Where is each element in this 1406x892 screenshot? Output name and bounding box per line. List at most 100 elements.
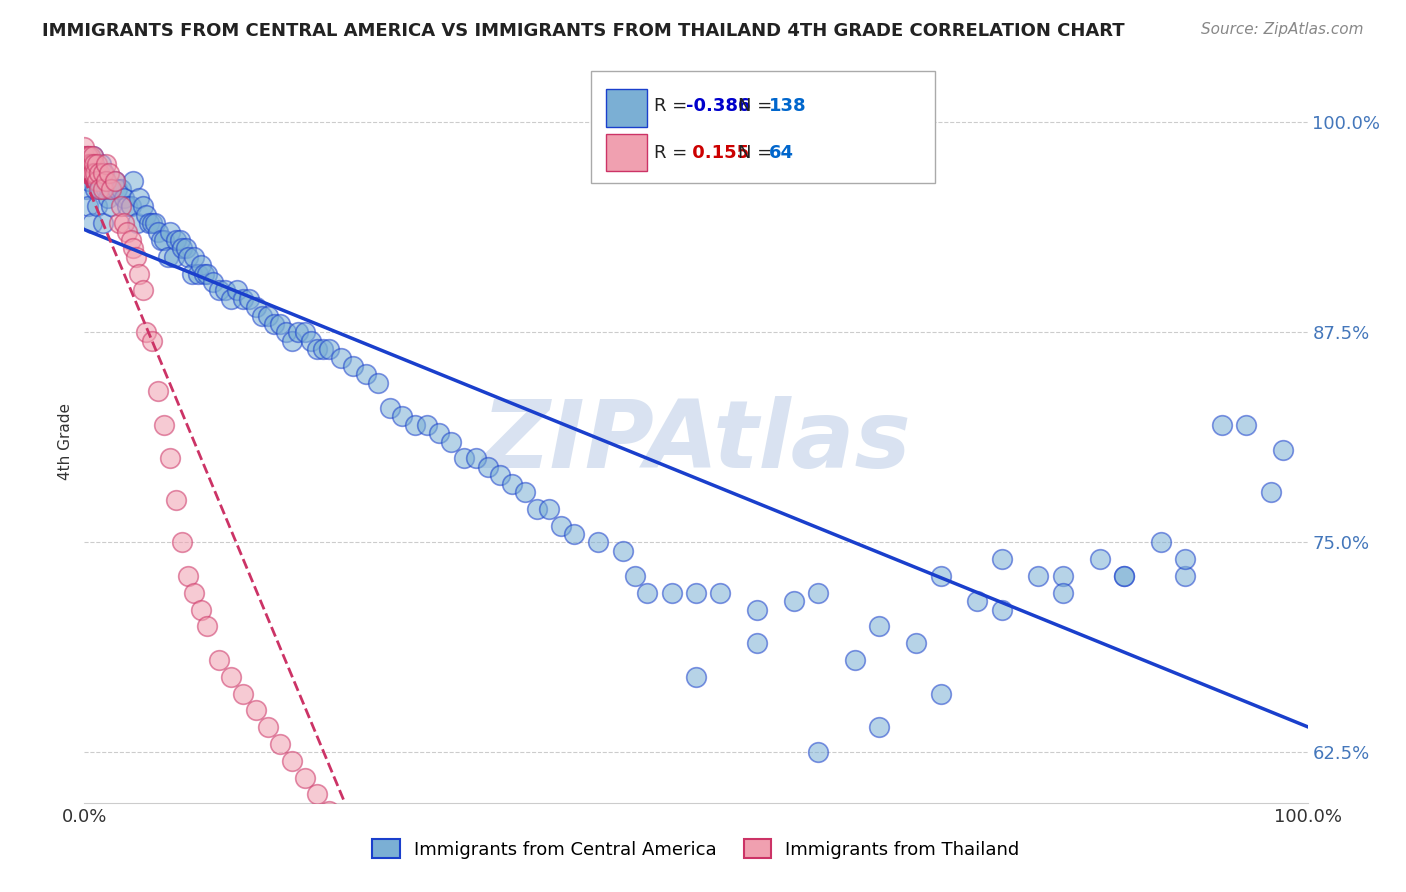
Point xyxy=(416,888,439,892)
Point xyxy=(807,745,830,759)
Point xyxy=(263,317,285,331)
Text: Source: ZipAtlas.com: Source: ZipAtlas.com xyxy=(1201,22,1364,37)
Text: N =: N = xyxy=(738,97,778,115)
Point xyxy=(115,199,138,213)
Point xyxy=(538,501,561,516)
Point xyxy=(929,569,952,583)
Point xyxy=(477,459,499,474)
Point xyxy=(75,182,97,196)
Point xyxy=(287,326,309,340)
Point xyxy=(747,636,769,650)
Point xyxy=(80,166,103,180)
Point xyxy=(312,342,335,356)
Point xyxy=(1028,569,1050,583)
Text: 138: 138 xyxy=(769,97,807,115)
Point xyxy=(84,182,107,196)
Point xyxy=(132,199,155,213)
Point xyxy=(82,149,104,163)
Point xyxy=(73,140,96,154)
Point xyxy=(125,216,148,230)
Point xyxy=(132,283,155,297)
Point xyxy=(82,149,104,163)
Point xyxy=(177,250,200,264)
Point xyxy=(991,602,1014,616)
Point xyxy=(112,216,135,230)
Legend: Immigrants from Central America, Immigrants from Thailand: Immigrants from Central America, Immigra… xyxy=(366,832,1026,866)
Point xyxy=(122,241,145,255)
Point xyxy=(159,225,181,239)
Point xyxy=(110,182,132,196)
Point xyxy=(100,182,122,196)
Point xyxy=(159,451,181,466)
Point xyxy=(146,225,169,239)
Point xyxy=(169,233,191,247)
Point xyxy=(79,157,101,171)
Point xyxy=(146,384,169,398)
Point xyxy=(685,586,707,600)
Point xyxy=(208,653,231,667)
Point xyxy=(96,182,118,196)
Point xyxy=(380,401,402,415)
Point xyxy=(97,182,120,196)
Point xyxy=(90,157,112,171)
Point xyxy=(440,434,463,449)
Point xyxy=(156,250,179,264)
Point xyxy=(77,199,100,213)
Point xyxy=(562,527,585,541)
Point xyxy=(112,191,135,205)
Point xyxy=(1114,569,1136,583)
Point xyxy=(83,166,105,180)
Point xyxy=(87,166,110,180)
Point xyxy=(342,359,364,373)
Text: 0.155: 0.155 xyxy=(686,144,749,161)
Point xyxy=(77,157,100,171)
Point xyxy=(75,157,97,171)
Point xyxy=(1260,485,1282,500)
Point xyxy=(391,409,413,424)
Point xyxy=(96,174,118,188)
Point xyxy=(84,166,107,180)
Point xyxy=(177,569,200,583)
Point xyxy=(104,174,127,188)
Point xyxy=(232,292,254,306)
Point xyxy=(76,157,98,171)
Point xyxy=(91,216,114,230)
Point xyxy=(93,166,115,180)
Point xyxy=(245,703,267,717)
Point xyxy=(245,300,267,314)
Point xyxy=(661,586,683,600)
Point xyxy=(172,241,194,255)
Text: N =: N = xyxy=(738,144,778,161)
Point xyxy=(513,485,536,500)
Point xyxy=(89,182,111,196)
Point xyxy=(190,258,212,272)
Point xyxy=(305,342,328,356)
Point xyxy=(120,199,142,213)
Point xyxy=(747,602,769,616)
Point xyxy=(110,199,132,213)
Point xyxy=(1150,535,1173,549)
Point xyxy=(427,426,450,441)
Point xyxy=(183,586,205,600)
Point xyxy=(269,317,291,331)
Point xyxy=(77,157,100,171)
Point xyxy=(73,149,96,163)
Point xyxy=(214,283,236,297)
Point xyxy=(105,182,128,196)
Text: ZIPAtlas: ZIPAtlas xyxy=(481,395,911,488)
Point xyxy=(183,250,205,264)
Point xyxy=(120,233,142,247)
Point xyxy=(190,602,212,616)
Point xyxy=(96,157,118,171)
Point xyxy=(83,157,105,171)
Point xyxy=(201,275,224,289)
Point xyxy=(77,166,100,180)
Point xyxy=(135,208,157,222)
Text: IMMIGRANTS FROM CENTRAL AMERICA VS IMMIGRANTS FROM THAILAND 4TH GRADE CORRELATIO: IMMIGRANTS FROM CENTRAL AMERICA VS IMMIG… xyxy=(42,22,1125,40)
Point xyxy=(107,216,129,230)
Point xyxy=(1236,417,1258,432)
Point xyxy=(1088,552,1111,566)
Point xyxy=(219,292,242,306)
Point xyxy=(128,267,150,281)
Point xyxy=(104,174,127,188)
